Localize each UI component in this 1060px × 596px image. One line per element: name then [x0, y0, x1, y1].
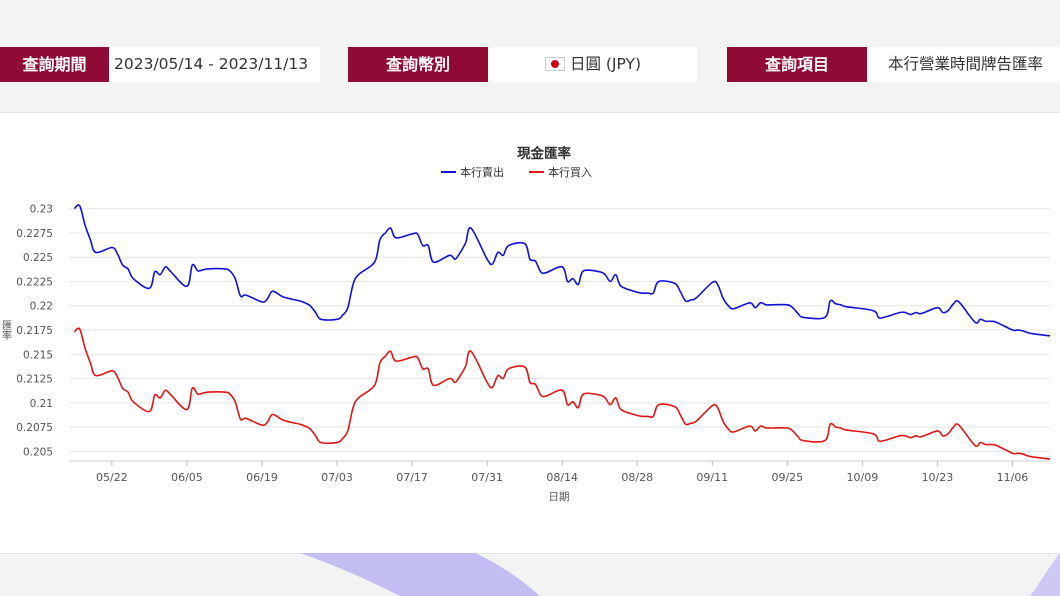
wave-decoration — [300, 553, 1060, 596]
x-tick-label: 07/31 — [471, 471, 503, 484]
series-lines — [73, 204, 1051, 460]
x-tick-label: 06/19 — [246, 471, 278, 484]
x-tick-label: 10/23 — [922, 471, 954, 484]
y-tick-label: 0.2175 — [16, 325, 53, 337]
currency-label: 查詢幣別 — [348, 47, 488, 82]
x-tick-label: 08/28 — [621, 471, 653, 484]
x-tick-label: 11/06 — [997, 471, 1029, 484]
chart-panel: 現金匯率 本行賣出 本行買入 0.205 0.2075 0.21 0.2125 0.21… — [0, 112, 1060, 554]
currency-value: 日圓 (JPY) — [569, 55, 642, 73]
series-line-sell[interactable] — [73, 204, 1051, 337]
x-tick-label: 09/11 — [696, 471, 728, 484]
y-tick-label: 0.2275 — [16, 228, 53, 240]
chart-grid — [69, 208, 1050, 462]
x-tick-label: 06/05 — [171, 471, 203, 484]
japan-flag-icon — [544, 57, 565, 71]
x-tick-label: 10/09 — [847, 471, 879, 484]
y-tick-label: 0.205 — [23, 446, 53, 458]
y-tick-label: 0.22 — [30, 301, 53, 313]
period-label: 查詢期間 — [0, 47, 109, 82]
x-tick-label: 08/14 — [546, 471, 578, 484]
y-tick-label: 0.21 — [30, 398, 53, 410]
y-tick-label: 0.2075 — [16, 422, 53, 434]
x-tick-label: 09/25 — [771, 471, 803, 484]
y-tick-label: 0.2225 — [16, 276, 53, 288]
chart-title: 現金匯率 — [517, 145, 571, 162]
x-axis-label: 日期 — [549, 491, 570, 503]
y-tick-label: 0.225 — [23, 252, 53, 264]
x-tick-label: 07/17 — [396, 471, 428, 484]
x-tick-label: 05/22 — [96, 471, 128, 484]
currency-select[interactable]: 日圓 (JPY) — [488, 47, 698, 82]
item-label: 查詢項目 — [727, 47, 867, 82]
series-line-buy[interactable] — [73, 327, 1051, 460]
legend-label-buy: 本行買入 — [548, 165, 592, 179]
y-axis-label: 匯率 — [0, 320, 12, 341]
legend-label-sell: 本行賣出 — [460, 165, 504, 179]
y-axis-ticks: 0.205 0.2075 0.21 0.2125 0.215 0.2175 0.22 0.22… — [16, 204, 53, 459]
x-axis-ticks: 05/22 06/05 06/19 07/03 07/17 07/31 08/14 08/28… — [96, 461, 1028, 484]
y-tick-label: 0.215 — [23, 349, 53, 361]
period-value[interactable]: 2023/05/14 - 2023/11/13 — [109, 47, 320, 82]
item-value[interactable]: 本行營業時間牌告匯率 — [867, 47, 1060, 82]
legend-item-buy[interactable]: 本行買入 — [529, 165, 592, 179]
background-decoration — [0, 553, 1060, 596]
y-tick-label: 0.2125 — [16, 374, 53, 386]
query-bar: 查詢期間 2023/05/14 - 2023/11/13 查詢幣別 日圓 (JP… — [0, 47, 1060, 83]
exchange-rate-chart: 現金匯率 本行賣出 本行買入 0.205 0.2075 0.21 0.2125 0.21… — [0, 145, 1051, 503]
x-tick-label: 07/03 — [321, 471, 353, 484]
legend-item-sell[interactable]: 本行賣出 — [441, 165, 504, 179]
chart-legend: 本行賣出 本行買入 — [441, 165, 592, 179]
y-tick-label: 0.23 — [30, 204, 53, 216]
